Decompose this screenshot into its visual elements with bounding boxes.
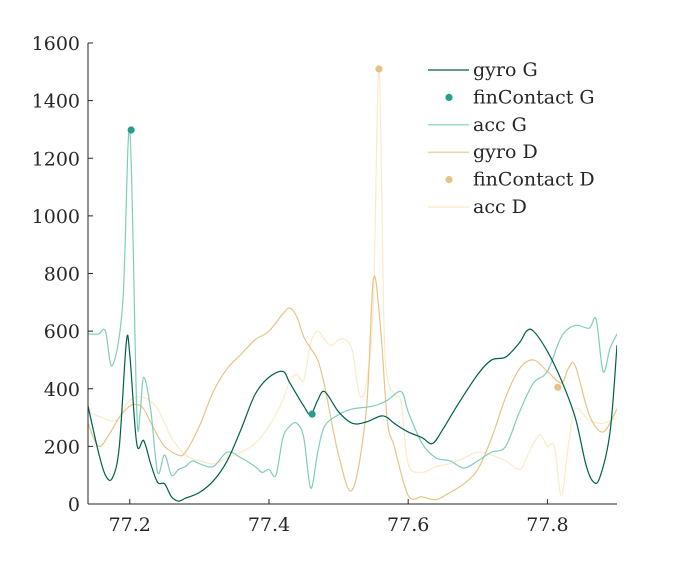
axes — [87, 43, 617, 505]
series-line-acc-d — [88, 68, 617, 496]
legend-entry: acc D — [428, 196, 527, 218]
x-tick-label: 77.8 — [526, 514, 568, 536]
y-tick-label: 0 — [68, 494, 80, 516]
series-line-gyro-d — [88, 275, 617, 501]
legend-marker-swatch — [445, 93, 453, 101]
legend-entry: finContact D — [445, 169, 595, 191]
y-tick-label: 400 — [44, 379, 80, 401]
x-tick-label: 77.4 — [248, 514, 290, 536]
legend-label: gyro D — [473, 141, 538, 163]
y-tick-label: 1600 — [32, 33, 80, 55]
y-tick-label: 800 — [44, 264, 80, 286]
legend-label: finContact G — [473, 86, 595, 108]
x-tick-label: 77.6 — [387, 514, 429, 536]
legend-entry: finContact G — [445, 86, 595, 108]
y-tick-label: 1200 — [32, 148, 80, 170]
legend-label: acc D — [473, 196, 527, 218]
series-layer — [88, 68, 617, 502]
legend-label: acc G — [473, 114, 527, 136]
series-line-gyro-g — [88, 328, 617, 502]
x-tick-label: 77.2 — [109, 514, 151, 536]
legend-label: gyro G — [473, 59, 538, 81]
x-ticks: 77.2 77.4 77.6 77.8 — [109, 499, 569, 536]
y-tick-label: 1400 — [32, 91, 80, 113]
legend-entry: acc G — [428, 114, 527, 136]
legend: gyro G finContact G acc G gyro D finContact … — [428, 59, 595, 218]
legend-entry: gyro G — [428, 59, 538, 81]
series-line-acc-g — [88, 128, 617, 489]
data-point-fincontact-g — [127, 126, 135, 134]
y-tick-label: 600 — [44, 321, 80, 343]
data-point-fincontact-d — [554, 383, 562, 391]
data-point-fincontact-d — [375, 65, 383, 73]
y-ticks: 0 200 400 600 800 1000 1200 1400 1600 — [32, 33, 93, 516]
legend-entry: gyro D — [428, 141, 538, 163]
legend-marker-swatch — [445, 176, 453, 184]
y-tick-label: 1000 — [32, 206, 80, 228]
y-tick-label: 200 — [44, 436, 80, 458]
legend-label: finContact D — [473, 169, 595, 191]
data-point-fincontact-g — [308, 410, 316, 418]
